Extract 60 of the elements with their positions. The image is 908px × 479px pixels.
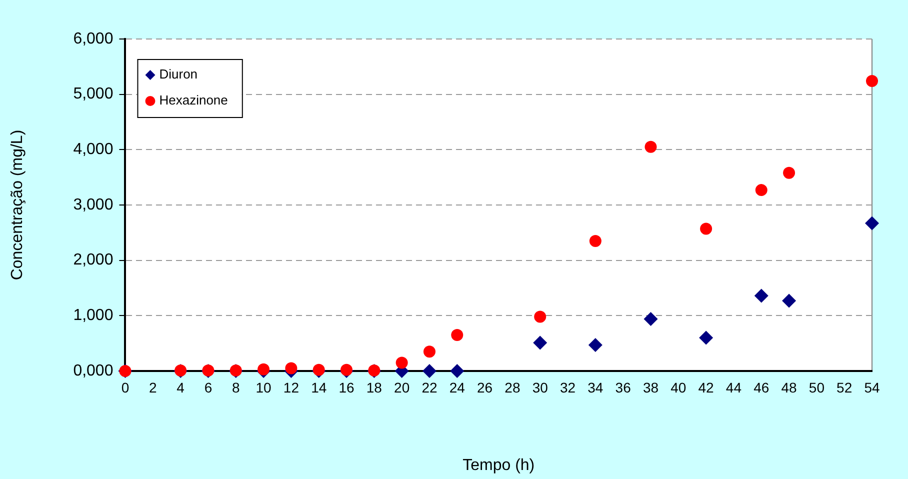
y-tick-label: 3,000 xyxy=(73,196,114,214)
x-tick-label: 2 xyxy=(149,379,157,396)
x-tick-label: 26 xyxy=(477,379,493,396)
x-tick-label: 36 xyxy=(615,379,632,396)
x-tick-label: 6 xyxy=(204,379,212,396)
point xyxy=(533,336,548,350)
point xyxy=(450,364,464,378)
x-tick-label: 52 xyxy=(836,379,852,396)
point xyxy=(699,330,714,345)
x-tick-label: 40 xyxy=(670,379,686,396)
x-tick-label: 16 xyxy=(338,379,354,396)
x-tick-label: 24 xyxy=(449,379,466,396)
x-tick-label: 8 xyxy=(232,379,240,396)
point xyxy=(534,310,546,323)
x-tick-label: 50 xyxy=(808,379,825,396)
x-tick-label: 32 xyxy=(560,379,576,396)
x-tick-label: 14 xyxy=(311,379,327,396)
x-tick-label: 0 xyxy=(121,379,130,396)
y-axis-title: Concentração (mg/L) xyxy=(9,130,26,280)
point xyxy=(423,346,436,358)
y-tick-label: 0,000 xyxy=(73,362,114,380)
legend-label: Hexazinone xyxy=(159,92,228,108)
x-tick-label: 20 xyxy=(394,379,410,396)
point xyxy=(644,312,658,326)
x-tick-label: 22 xyxy=(422,379,438,396)
x-tick-label: 28 xyxy=(504,379,520,396)
y-tick-label: 1,000 xyxy=(73,307,114,324)
point xyxy=(755,184,768,196)
y-tick-label: 6,000 xyxy=(73,30,114,48)
x-tick-label: 34 xyxy=(588,379,604,396)
x-tick-label: 48 xyxy=(781,379,798,396)
point xyxy=(589,234,602,247)
point xyxy=(396,356,408,369)
y-tick-label: 5,000 xyxy=(73,86,114,103)
point xyxy=(644,140,657,153)
x-tick-label: 10 xyxy=(256,379,272,396)
point xyxy=(754,288,768,303)
legend-label: Diuron xyxy=(159,66,198,82)
point xyxy=(865,216,879,230)
y-tick-label: 4,000 xyxy=(73,141,114,158)
x-tick-label: 30 xyxy=(532,379,548,396)
x-tick-label: 38 xyxy=(642,379,659,396)
x-tick-label: 54 xyxy=(864,379,880,396)
x-tick-label: 46 xyxy=(754,379,770,396)
point xyxy=(783,166,796,179)
x-axis-title: Tempo (h) xyxy=(462,456,535,474)
point xyxy=(700,222,712,235)
x-tick-label: 18 xyxy=(366,379,382,396)
x-tick-label: 4 xyxy=(176,379,185,396)
x-tick-label: 42 xyxy=(698,379,714,396)
x-tick-label: 12 xyxy=(283,379,300,396)
point xyxy=(422,364,436,378)
point xyxy=(782,294,796,308)
x-tick-label: 44 xyxy=(726,379,742,396)
y-tick-label: 2,000 xyxy=(73,252,114,269)
point xyxy=(285,362,298,374)
point xyxy=(866,75,878,88)
point xyxy=(588,338,602,352)
point xyxy=(451,329,464,342)
point xyxy=(258,363,270,376)
